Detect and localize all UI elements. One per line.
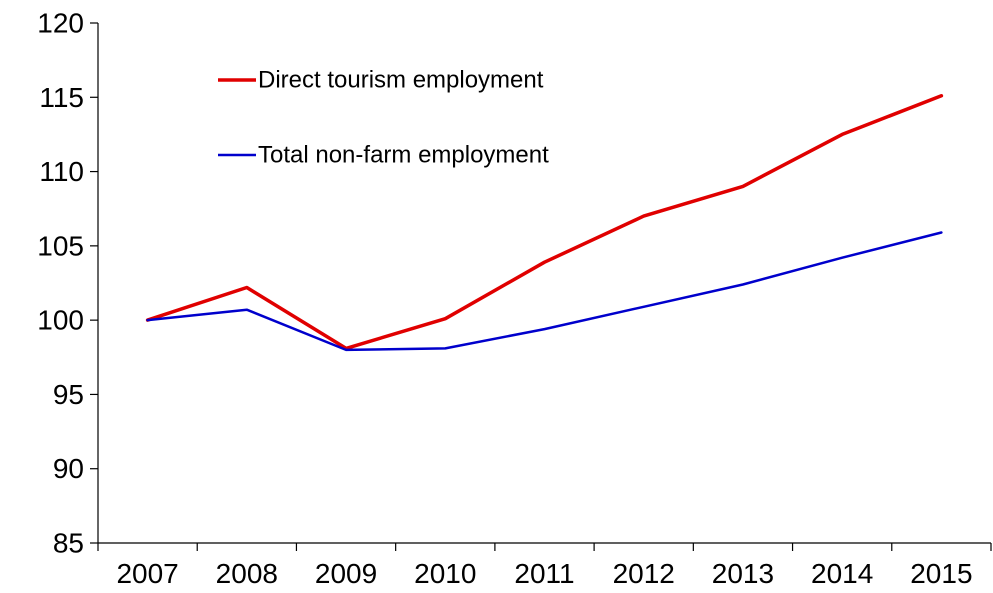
series-layer — [145, 94, 944, 352]
y-tick-label: 105 — [37, 230, 84, 261]
x-tick-label: 2012 — [613, 558, 675, 589]
axes — [97, 23, 991, 544]
series-line-total-non-farm-employment — [146, 231, 943, 352]
x-tick-label: 2014 — [811, 558, 873, 589]
y-tick-label: 85 — [53, 528, 84, 559]
y-tick-label: 95 — [53, 379, 84, 410]
legend: Direct tourism employment Total non-farm … — [218, 67, 549, 169]
x-tick-label: 2007 — [116, 558, 178, 589]
y-tick-label: 90 — [53, 453, 84, 484]
legend-label: Total non-farm employment — [258, 142, 549, 169]
legend-label: Direct tourism employment — [258, 67, 544, 94]
y-axis-ticks: 85 90 95 100 105 110 115 120 — [37, 8, 98, 559]
x-tick-label: 2011 — [514, 558, 574, 589]
x-tick-label: 2009 — [315, 558, 377, 589]
series-line-direct-tourism-employment — [145, 94, 944, 351]
x-tick-label: 2013 — [712, 558, 774, 589]
y-tick-label: 115 — [39, 82, 84, 113]
y-tick-label: 120 — [37, 8, 84, 39]
x-tick-label: 2008 — [216, 558, 278, 589]
y-tick-label: 110 — [39, 156, 84, 187]
x-tick-label: 2015 — [910, 558, 972, 589]
x-tick-label: 2010 — [414, 558, 476, 589]
y-tick-label: 100 — [37, 305, 84, 336]
x-axis-ticks: 2007 2008 2009 2010 2011 2012 2013 2014 2015 — [97, 543, 992, 589]
